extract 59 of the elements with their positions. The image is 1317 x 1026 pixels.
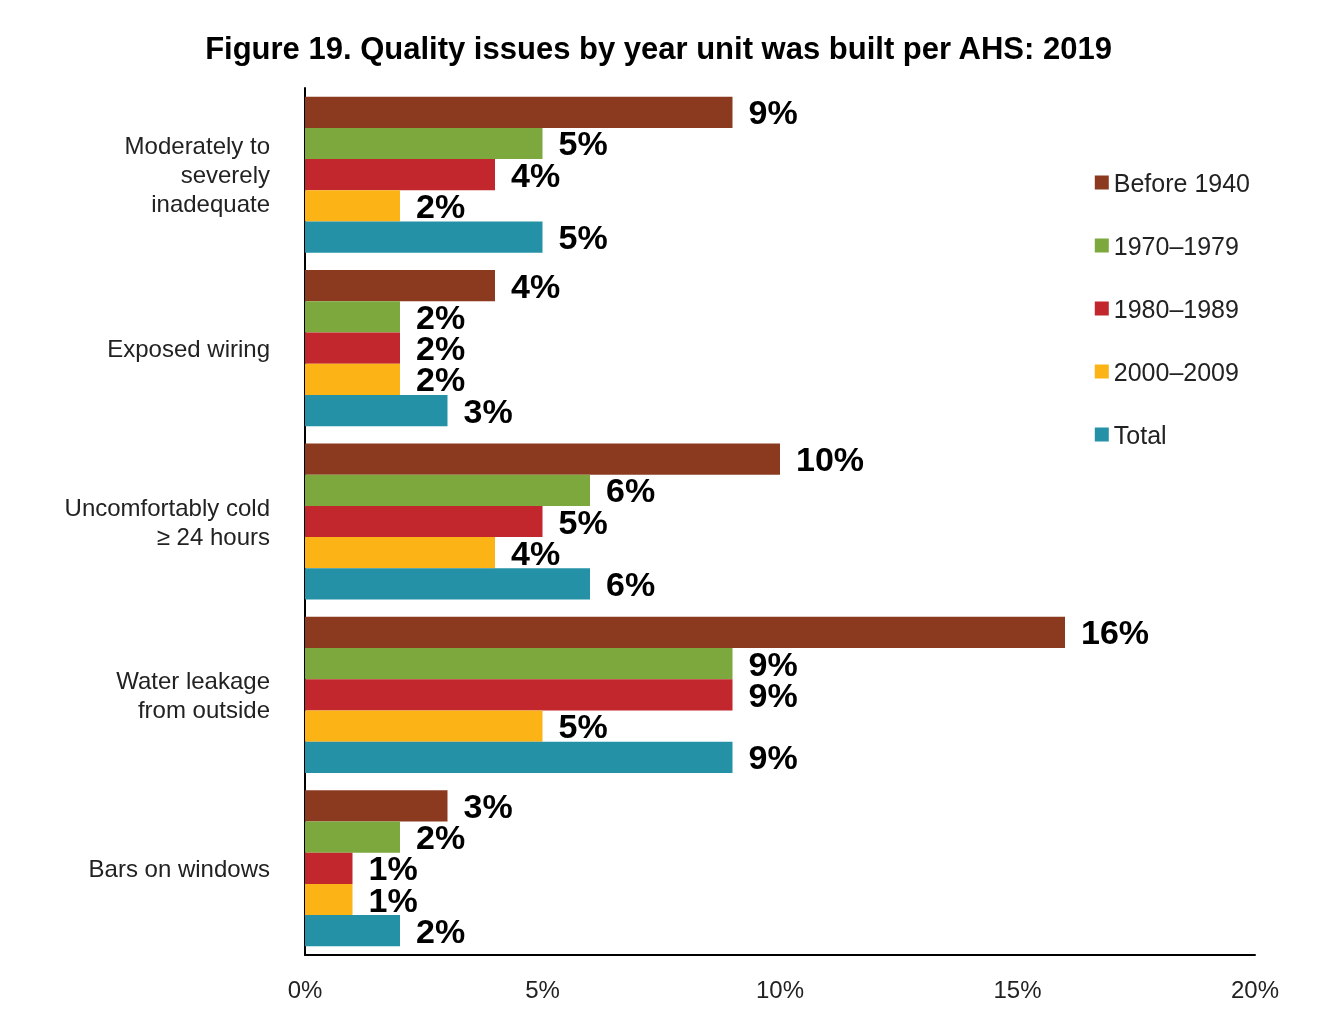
data-label: 2% [416, 818, 466, 857]
bar [305, 270, 495, 302]
data-label: 4% [511, 266, 561, 305]
x-tick-label: 0% [287, 975, 323, 1003]
data-label: 10% [796, 440, 865, 479]
bar [305, 221, 543, 253]
data-label: 4% [511, 155, 561, 194]
bar [305, 443, 780, 475]
bar [305, 96, 733, 128]
data-label: 5% [558, 502, 608, 541]
bar [305, 332, 400, 364]
data-label: 3% [463, 391, 513, 430]
chart-title: Figure 19. Quality issues by year unit was built per AHS: 2019 [205, 31, 1112, 66]
y-tick-label: Moderately to severely inadequate [124, 132, 270, 218]
bar [305, 127, 543, 160]
bar [305, 190, 400, 222]
data-label: 5% [558, 218, 608, 257]
data-label: 2% [416, 911, 466, 950]
bar [305, 915, 400, 947]
data-label: 5% [558, 707, 608, 746]
bar [305, 648, 733, 680]
x-tick-label: 5% [525, 975, 560, 1003]
data-label: 9% [748, 738, 798, 777]
y-tick-label: Uncomfortably cold ≥ 24 hours [64, 493, 270, 550]
bar [305, 710, 543, 742]
data-label: 16% [1081, 613, 1150, 652]
bar [305, 679, 733, 711]
data-label: 2% [416, 186, 466, 225]
y-tick-label: Exposed wiring [107, 334, 270, 362]
legend-label: Total [1113, 420, 1167, 449]
y-tick-label: Bars on windows [88, 854, 270, 882]
x-tick-label: 15% [993, 975, 1042, 1003]
bar [305, 568, 590, 600]
x-tick-label: 20% [1230, 975, 1280, 1003]
bar [305, 301, 400, 333]
bar [305, 741, 733, 773]
bar [305, 505, 543, 538]
bar [305, 790, 448, 822]
legend-label: Before 1940 [1113, 168, 1250, 197]
legend-label: 2000–2009 [1113, 357, 1239, 386]
bar [305, 537, 495, 569]
bar [305, 363, 400, 395]
x-tick-label: 10% [755, 975, 805, 1003]
data-label: 5% [558, 124, 608, 163]
bar [305, 474, 590, 506]
data-label: 4% [511, 533, 561, 572]
data-label: 9% [748, 93, 798, 132]
legend-label: 1970–1979 [1113, 231, 1239, 260]
bar [305, 821, 400, 853]
bar [305, 616, 1065, 649]
bar [305, 394, 448, 427]
data-label: 6% [606, 564, 656, 603]
bar [305, 852, 353, 884]
legend-label: 1980–1989 [1113, 294, 1239, 323]
bar [305, 159, 495, 191]
bar [305, 883, 353, 916]
data-label: 6% [606, 471, 656, 510]
data-label: 3% [463, 786, 513, 825]
y-tick-label: Water leakage from outside [116, 666, 270, 723]
